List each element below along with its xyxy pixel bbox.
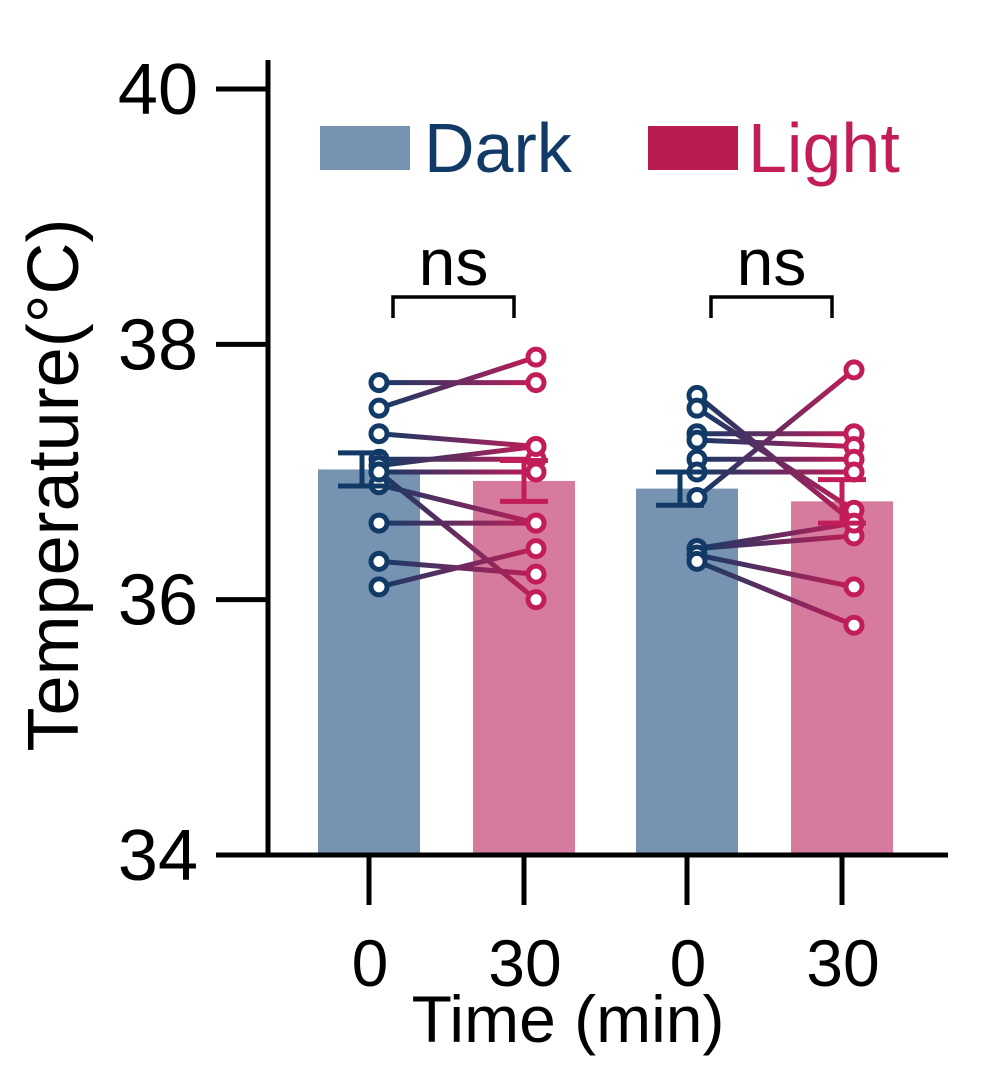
point-end-g1-9 bbox=[525, 538, 547, 560]
paired-points-layer bbox=[368, 346, 865, 636]
error-bar-light-group2 bbox=[818, 477, 866, 526]
point-end-g2-6 bbox=[843, 359, 865, 381]
point-start-g2-1 bbox=[686, 397, 708, 419]
point-end-g1-0 bbox=[525, 372, 547, 394]
pair-line-g2-10 bbox=[694, 558, 857, 628]
y-ticks: 34 36 38 40 bbox=[118, 50, 268, 896]
legend-label-light: Light bbox=[748, 109, 900, 187]
point-start-g1-7 bbox=[368, 512, 390, 534]
pair-line-g1-4 bbox=[376, 443, 539, 469]
y-tick-label-36: 36 bbox=[118, 561, 198, 641]
point-start-g1-8 bbox=[368, 550, 390, 572]
y-tick-label-40: 40 bbox=[118, 50, 198, 130]
point-start-g1-2 bbox=[368, 423, 390, 445]
point-start-g1-10 bbox=[368, 461, 390, 483]
x-axis-label: Time (min) bbox=[412, 982, 725, 1056]
x-tick-label-2: 0 bbox=[670, 926, 707, 1000]
error-bar-dark-group1 bbox=[338, 450, 386, 489]
y-tick-label-38: 38 bbox=[118, 305, 198, 385]
point-end-g1-10 bbox=[525, 589, 547, 611]
pair-line-g1-10 bbox=[376, 469, 539, 603]
pair-line-g1-9 bbox=[376, 546, 539, 590]
pair-line-g2-3 bbox=[694, 437, 857, 449]
x-tick-label-1: 30 bbox=[488, 926, 561, 1000]
significance-annotations: ns ns bbox=[391, 225, 834, 318]
legend-label-dark: Dark bbox=[424, 109, 573, 187]
error-bar-light-group1 bbox=[500, 458, 548, 504]
bar-light-group1 bbox=[473, 480, 575, 855]
x-ticks: 0 30 0 30 bbox=[352, 855, 880, 1000]
axes-layer bbox=[216, 60, 948, 858]
point-end-g1-4 bbox=[525, 435, 547, 457]
significance-label-group2: ns bbox=[737, 225, 807, 299]
y-tick-label-34: 34 bbox=[118, 816, 198, 896]
pair-line-g2-9 bbox=[694, 552, 857, 590]
point-start-g1-9 bbox=[368, 576, 390, 598]
legend-swatch-dark bbox=[320, 126, 410, 170]
point-start-g1-0 bbox=[368, 372, 390, 394]
x-tick-label-0: 0 bbox=[352, 926, 389, 1000]
legend: Dark Light bbox=[320, 109, 900, 187]
significance-label-group1: ns bbox=[419, 225, 489, 299]
point-start-g1-1 bbox=[368, 397, 390, 419]
bars-layer bbox=[318, 469, 893, 855]
point-end-g2-9 bbox=[843, 576, 865, 598]
point-start-g2-3 bbox=[686, 429, 708, 451]
pair-line-g1-2 bbox=[376, 431, 539, 449]
bar-dark-group1 bbox=[318, 469, 420, 855]
point-end-g1-1 bbox=[525, 346, 547, 368]
x-tick-label-3: 30 bbox=[806, 926, 879, 1000]
significance-bracket-group2 bbox=[709, 295, 834, 318]
pair-line-g1-1 bbox=[376, 354, 539, 411]
point-end-g1-7 bbox=[525, 512, 547, 534]
pair-line-g2-6 bbox=[694, 367, 857, 501]
bar-light-group2 bbox=[791, 501, 893, 855]
point-start-g2-10 bbox=[686, 550, 708, 572]
y-axis-label: Temperature(°C) bbox=[14, 219, 94, 752]
error-bars-layer bbox=[338, 450, 866, 526]
pair-line-g2-8 bbox=[694, 520, 857, 552]
error-bar-dark-group2 bbox=[656, 469, 704, 508]
significance-bracket-group1 bbox=[391, 295, 516, 318]
point-end-g1-5 bbox=[525, 461, 547, 483]
legend-swatch-light bbox=[648, 126, 738, 170]
point-end-g1-8 bbox=[525, 563, 547, 585]
point-end-g2-10 bbox=[843, 614, 865, 636]
